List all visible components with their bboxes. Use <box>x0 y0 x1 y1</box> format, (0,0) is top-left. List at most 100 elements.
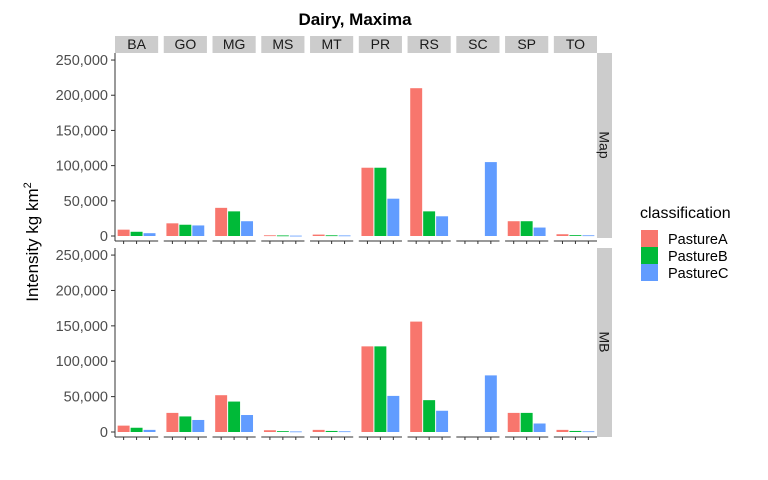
legend-key-pastureb <box>641 247 658 264</box>
bar-pasturec-SP <box>533 227 546 236</box>
strip-BA <box>115 36 159 53</box>
y-tick-label: 100,000 <box>56 159 108 175</box>
panel-map: Map 0 50,000 100,000 150,000 200,000 250,000 <box>56 53 613 245</box>
strip-MG <box>212 36 256 53</box>
legend-label-pasturea: PastureA <box>668 232 728 248</box>
row-strip-label-map: Map <box>597 131 613 158</box>
bar-pasturea-MS <box>263 235 276 237</box>
y-tick-label: 150,000 <box>56 123 108 139</box>
y-tick-label: 0 <box>100 229 108 245</box>
bar-pastureb-MT <box>325 235 338 237</box>
bar-pasturea-BA <box>117 425 130 432</box>
strip-MT <box>310 36 354 53</box>
bar-pastureb-GO <box>179 224 192 236</box>
legend-label-pastureb: PastureB <box>668 249 728 265</box>
strip-label-RS: RS <box>419 36 438 52</box>
y-tick-label: 100,000 <box>56 354 108 370</box>
bar-pastureb-RS <box>423 211 436 236</box>
legend-label-pasturec: PastureC <box>668 266 728 282</box>
strip-MS <box>261 36 305 53</box>
strip-label-BA: BA <box>127 36 146 52</box>
bar-pastureb-PR <box>374 167 387 236</box>
bar-pasturec-RS <box>436 216 449 236</box>
bar-pasturea-SP <box>507 221 520 236</box>
bar-pasturea-MT <box>312 234 325 236</box>
bar-pasturec-MG <box>241 221 254 236</box>
strip-GO <box>163 36 207 53</box>
strip-label-GO: GO <box>174 36 196 52</box>
bar-pastureb-PR <box>374 346 387 432</box>
y-axis-title-superscript: 2 <box>22 182 34 188</box>
strip-PR <box>358 36 402 53</box>
strip-label-SP: SP <box>517 36 536 52</box>
strip-label-SC: SC <box>468 36 487 52</box>
strip-label-MG: MG <box>223 36 246 52</box>
bar-pasturec-MS <box>289 431 302 433</box>
bar-pasturea-MS <box>263 430 276 432</box>
row-strip-bg <box>597 53 612 238</box>
bar-pasturea-SP <box>507 412 520 432</box>
y-tick-label: 0 <box>100 425 108 441</box>
strip-label-TO: TO <box>566 36 585 52</box>
bar-pasturec-PR <box>387 395 400 432</box>
bar-pasturea-TO <box>556 429 569 432</box>
y-tick-label: 200,000 <box>56 88 108 104</box>
chart-title: Dairy, Maxima <box>298 10 412 29</box>
y-tick-label: 250,000 <box>56 53 108 69</box>
bar-pasturea-GO <box>166 223 179 236</box>
y-tick-label: 200,000 <box>56 283 108 299</box>
bar-pastureb-BA <box>130 231 143 236</box>
bar-pasturec-BA <box>143 429 156 432</box>
y-axis-title: Intensity kg km2 <box>22 182 42 302</box>
bar-pasturec-MG <box>241 415 254 432</box>
row-strip-bg <box>597 248 612 437</box>
bar-pastureb-SP <box>520 221 533 236</box>
legend-key-pasturea <box>641 230 658 247</box>
bar-pasturec-SC <box>484 162 497 236</box>
bar-pasturea-MG <box>215 207 228 236</box>
bar-pastureb-MT <box>325 430 338 432</box>
bar-pasturea-PR <box>361 167 374 236</box>
bar-pasturec-RS <box>436 410 449 432</box>
bar-pasturea-PR <box>361 346 374 432</box>
bar-pasturea-RS <box>410 88 423 236</box>
legend-title: classification <box>640 205 731 222</box>
bar-pasturec-SP <box>533 423 546 432</box>
bar-pastureb-MS <box>276 431 289 432</box>
bar-pastureb-BA <box>130 427 143 432</box>
bar-pasturea-GO <box>166 412 179 432</box>
bar-pasturea-BA <box>117 229 130 236</box>
bar-pasturec-PR <box>387 198 400 236</box>
bar-pasturec-SC <box>484 375 497 432</box>
bar-pastureb-TO <box>569 430 582 432</box>
panel-mb: MB 0 50,000 100,000 150,000 200,000 250,000 <box>56 248 613 441</box>
row-strip-label-mb: MB <box>597 332 613 353</box>
bar-pasturec-MT <box>338 431 351 433</box>
bar-pastureb-MG <box>228 211 241 236</box>
bar-pasturea-MG <box>215 395 228 432</box>
strip-label-MT: MT <box>322 36 343 52</box>
facet-panels: BA GO MG MS MT PR RS SC SP TO Map 0 50,000 100,000 150… <box>56 36 613 441</box>
strip-label-PR: PR <box>371 36 390 52</box>
bar-pasturec-TO <box>582 235 595 237</box>
bar-pasturec-MT <box>338 235 351 237</box>
bar-pasturec-TO <box>582 431 595 433</box>
bar-pastureb-GO <box>179 416 192 432</box>
bar-pasturec-GO <box>192 419 205 432</box>
bar-pastureb-MS <box>276 235 289 237</box>
y-axis-title-text: Intensity kg km <box>23 188 42 301</box>
strip-TO <box>553 36 597 53</box>
strip-SP <box>505 36 549 53</box>
bar-pasturec-GO <box>192 225 205 236</box>
bar-pasturea-RS <box>410 321 423 432</box>
y-tick-label: 50,000 <box>64 194 108 210</box>
legend-key-pasturec <box>641 264 658 281</box>
bar-pastureb-MG <box>228 401 241 432</box>
y-tick-label: 250,000 <box>56 248 108 264</box>
y-tick-label: 150,000 <box>56 319 108 335</box>
bar-pasturec-MS <box>289 235 302 237</box>
bar-pasturea-TO <box>556 234 569 236</box>
strip-SC <box>456 36 500 53</box>
bar-pasturea-MT <box>312 429 325 432</box>
